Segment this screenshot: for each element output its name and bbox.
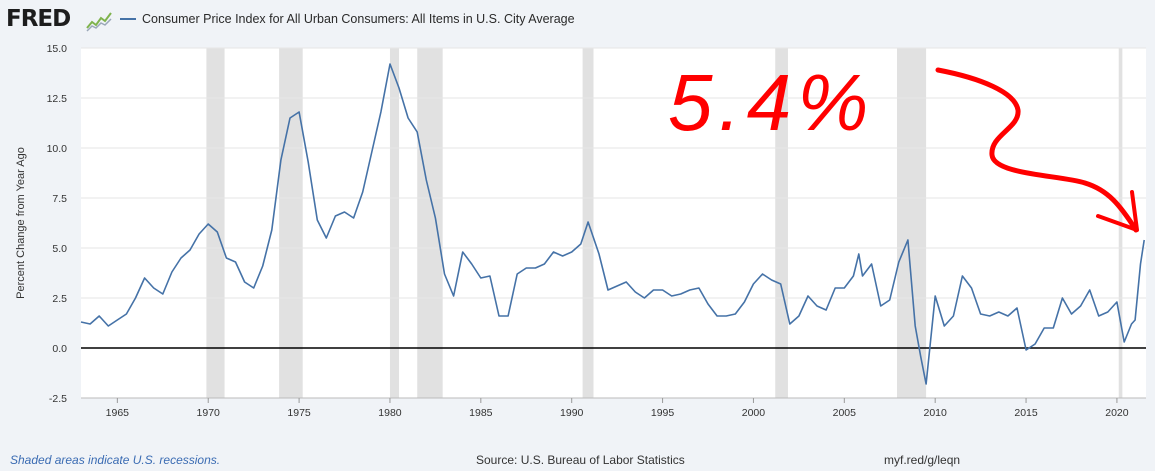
plot-area <box>81 48 1146 398</box>
annotation-arrow <box>935 67 1139 233</box>
legend[interactable]: Consumer Price Index for All Urban Consu… <box>120 12 575 26</box>
recession-band-0 <box>206 48 225 398</box>
x-tick-label: 2005 <box>833 407 857 419</box>
x-tick-label: 2010 <box>924 407 948 419</box>
y-tick-label: 5.0 <box>52 243 67 255</box>
series-line <box>80 63 1145 385</box>
fred-logo[interactable]: FRED <box>6 6 71 32</box>
chart-header: FRED Consumer Price Index for All Urban … <box>0 0 1155 40</box>
source-note: Source: U.S. Bureau of Labor Statistics <box>476 453 685 467</box>
x-tick-label: 1980 <box>378 407 402 419</box>
y-axis-ticks: 15.0 12.5 10.0 7.5 5.0 2.5 0.0 -2.5 <box>47 43 68 405</box>
x-tick-label: 1965 <box>106 407 130 419</box>
y-tick-label: 15.0 <box>47 43 68 55</box>
legend-swatch <box>120 18 136 20</box>
recession-band-5 <box>775 48 788 398</box>
x-tick-label: 1995 <box>651 407 675 419</box>
recession-band-1 <box>279 48 303 398</box>
y-tick-label: 10.0 <box>47 143 68 155</box>
x-tick-label: 1990 <box>560 407 584 419</box>
recession-footnote: Shaded areas indicate U.S. recessions. <box>10 453 221 467</box>
x-tick-label: 1975 <box>287 407 311 419</box>
trend-line-icon <box>86 12 112 32</box>
short-url[interactable]: myf.red/g/leqn <box>884 453 961 467</box>
line-chart[interactable]: 15.0 12.5 10.0 7.5 5.0 2.5 0.0 -2.5 1965 1970 197… <box>0 40 1155 450</box>
y-axis-label: Percent Change from Year Ago <box>15 147 27 299</box>
chart-footer: Shaded areas indicate U.S. recessions. S… <box>0 450 1155 471</box>
y-tick-label: 2.5 <box>52 293 67 305</box>
x-axis-ticks: 1965 1970 1975 1980 1985 1990 1995 2000 2005 2010… <box>81 397 1146 419</box>
recession-shading <box>206 48 1123 398</box>
x-tick-label: 1985 <box>469 407 493 419</box>
recession-band-3 <box>417 48 443 398</box>
x-tick-label: 2020 <box>1105 407 1129 419</box>
recession-band-6 <box>897 48 927 398</box>
x-tick-label: 2000 <box>742 407 766 419</box>
x-tick-label: 1970 <box>197 407 221 419</box>
recession-band-2 <box>389 48 400 398</box>
y-tick-label: 7.5 <box>52 193 67 205</box>
annotation-label: 5.4% <box>668 58 874 147</box>
y-tick-label: 12.5 <box>47 93 68 105</box>
y-tick-label: 0.0 <box>52 343 67 355</box>
legend-label: Consumer Price Index for All Urban Consu… <box>142 12 575 26</box>
y-tick-label: -2.5 <box>49 393 67 405</box>
x-tick-label: 2015 <box>1014 407 1038 419</box>
